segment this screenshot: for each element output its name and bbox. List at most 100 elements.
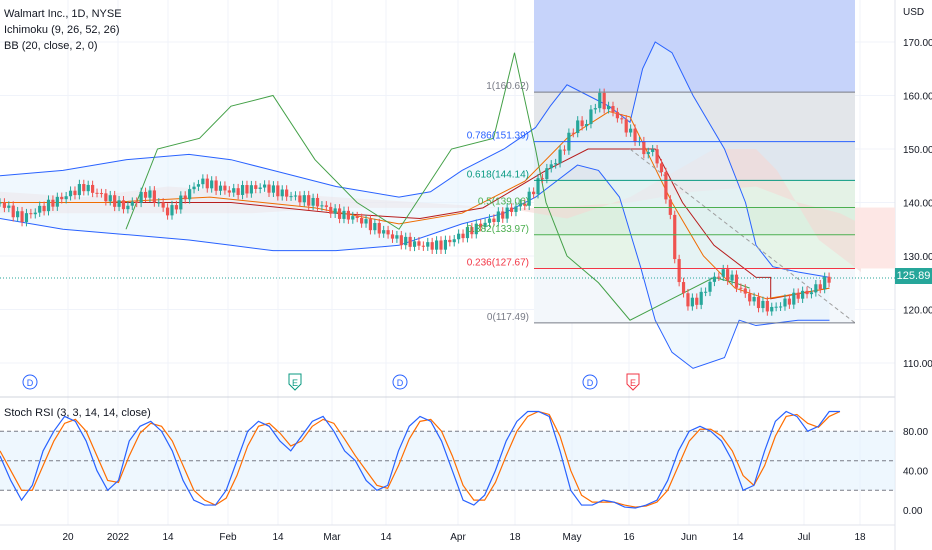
candle-body [770, 306, 774, 312]
candle-body [86, 184, 90, 192]
candle-body [0, 202, 2, 204]
candle-body [580, 120, 584, 127]
candle-body [377, 223, 381, 234]
bb-label[interactable]: BB (20, close, 2, 0) [4, 40, 98, 52]
candle-body [496, 211, 500, 222]
candle-body [152, 190, 156, 203]
currency-label: USD [903, 7, 925, 18]
candle-body [629, 128, 633, 133]
fib-level-label: 0.618(144.14) [467, 169, 529, 180]
candle-body [699, 291, 703, 305]
candle-body [188, 189, 192, 200]
candle-body [664, 172, 668, 200]
candle-body [289, 196, 293, 198]
candle-body [307, 195, 311, 206]
candle-body [814, 284, 818, 293]
candle-body [589, 109, 593, 125]
ichimoku-lagging-line [125, 52, 750, 321]
candle-body [761, 300, 765, 309]
candle-body [210, 180, 214, 189]
candle-body [183, 195, 187, 200]
candle-body [439, 240, 443, 250]
candle-body [386, 230, 390, 235]
candle-body [108, 195, 112, 202]
candle-body [571, 132, 575, 134]
candle-body [82, 184, 86, 192]
candle-body [452, 239, 456, 243]
candle-body [73, 190, 77, 196]
candle-body [801, 290, 805, 299]
symbol-title[interactable]: Walmart Inc., 1D, NYSE [4, 8, 122, 20]
price-tick-label: 170.00 [903, 38, 932, 49]
candle-body [611, 106, 615, 113]
candle-body [704, 291, 708, 293]
candle-body [765, 300, 769, 312]
candle-body [712, 276, 717, 282]
time-tick-label: 18 [854, 532, 866, 543]
earnings-marker [288, 373, 302, 391]
candle-body [686, 293, 690, 307]
time-tick-label: May [563, 532, 582, 543]
candle-body [161, 202, 165, 208]
candle-body [408, 236, 412, 247]
time-tick-label: Jul [798, 532, 811, 543]
candle-body [232, 188, 236, 193]
candle-body [584, 124, 589, 127]
candle-body [117, 200, 121, 207]
event-marker-label: E [630, 378, 636, 388]
stoch-k-line [0, 410, 840, 509]
candle-body [223, 185, 227, 191]
candle-body [33, 212, 37, 215]
candle-body [16, 211, 20, 218]
trend-line [629, 148, 856, 324]
candle-body [285, 189, 289, 197]
candle-body [293, 195, 298, 197]
price-tick-label: 130.00 [903, 252, 932, 263]
candle-body [549, 164, 553, 169]
fib-level-label: 0(117.49) [487, 312, 529, 323]
candle-body [214, 180, 218, 191]
candle-body [492, 218, 496, 222]
candle-body [593, 108, 597, 110]
candle-body [554, 163, 558, 165]
candle-body [126, 205, 130, 210]
candle-body [509, 207, 514, 212]
stoch-tick-label: 0.00 [903, 506, 923, 517]
stoch-d-line [0, 410, 841, 508]
candle-body [624, 119, 628, 133]
candle-body [113, 195, 117, 207]
fib-level-label: 0.382(133.97) [467, 224, 529, 235]
candle-body [64, 196, 68, 200]
candle-body [399, 235, 403, 246]
candles[interactable] [0, 88, 831, 316]
candle-body [249, 185, 253, 194]
candle-body [708, 281, 712, 292]
candle-body [351, 216, 355, 220]
candle-body [174, 205, 178, 210]
axes: 110.00120.00130.00140.00150.00160.00170.… [62, 38, 932, 543]
time-tick-label: 18 [509, 532, 521, 543]
candle-body [434, 240, 439, 250]
price-tick-label: 140.00 [903, 199, 932, 210]
fib-level-label: 0.786(151.39) [467, 131, 529, 142]
candle-body [240, 185, 245, 195]
ichimoku-label[interactable]: Ichimoku (9, 26, 52, 26) [4, 24, 120, 36]
fib-retracement: 1(160.62) 0.786(151.39) 0.618(144.14) 0.5(1… [467, 81, 895, 324]
candle-body [562, 149, 567, 151]
candle-body [267, 184, 271, 193]
candle-body [748, 293, 752, 302]
candle-body [615, 112, 619, 119]
candle-body [523, 203, 527, 206]
stoch-rsi-label[interactable]: Stoch RSI (3, 3, 14, 14, close) [4, 407, 151, 419]
candle-body [91, 184, 95, 193]
candle-body [787, 298, 791, 305]
candle-body [576, 120, 580, 134]
candle-body [46, 199, 51, 212]
candle-body [121, 200, 126, 210]
candle-body [655, 149, 659, 164]
candle-body [95, 192, 99, 194]
fib-level-label: 1(160.62) [486, 81, 529, 92]
candle-body [778, 306, 783, 308]
